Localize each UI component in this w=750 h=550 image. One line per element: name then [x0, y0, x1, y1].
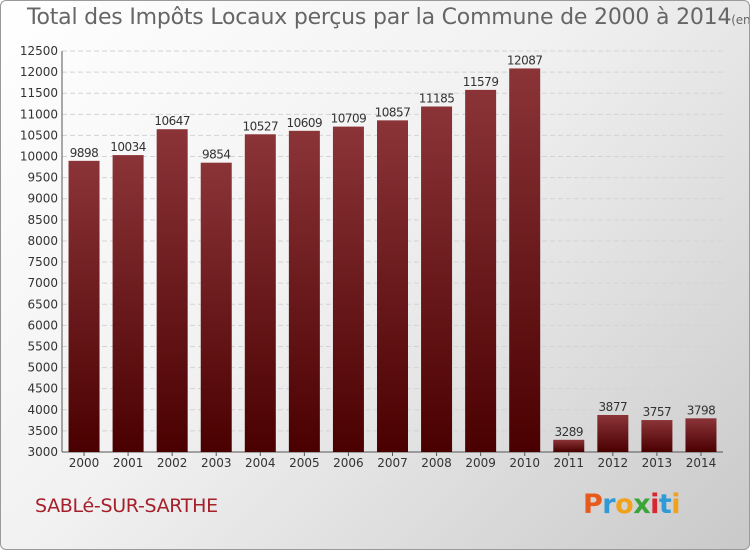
logo-letter: P: [583, 489, 603, 520]
y-tick-label: 6000: [27, 318, 58, 332]
x-tick-label: 2003: [201, 456, 232, 470]
x-tick-label: 2001: [113, 456, 144, 470]
y-tick-label: 12500: [20, 44, 58, 58]
logo-letter: i: [671, 489, 681, 520]
y-tick-label: 10500: [20, 128, 58, 142]
data-label-2006: 10709: [331, 112, 367, 126]
data-label-2001: 10034: [110, 140, 146, 154]
y-tick-label: 10000: [20, 150, 58, 164]
bar-2013: [641, 420, 673, 452]
data-label-2010: 12087: [507, 53, 543, 67]
chart-title-text: Total des Impôts Locaux perçus par la Co…: [27, 5, 732, 30]
bar-2007: [377, 120, 408, 452]
x-tick-labels: 2000 2001 2002 2003 2004 2005 2006 2007 2008 2009…: [69, 456, 716, 470]
logo-letter: r: [602, 489, 616, 520]
proxiti-logo: Proxiti: [583, 489, 681, 520]
y-tick-label: 11500: [20, 86, 58, 100]
x-tick-label: 2014: [686, 456, 717, 470]
logo-letter: i: [650, 489, 659, 520]
x-tick-label: 2012: [598, 456, 629, 470]
data-label-2012: 3877: [599, 400, 628, 414]
y-tick-label: 6500: [27, 297, 58, 311]
bar-2010: [509, 68, 541, 452]
y-tick-label: 11000: [20, 107, 58, 121]
bar-2008: [421, 106, 453, 453]
x-tick-label: 2000: [69, 456, 100, 470]
x-tick-label: 2013: [642, 456, 673, 470]
data-label-2009: 11579: [463, 75, 499, 89]
chart-title-unit: (en milliers d'€): [731, 13, 750, 27]
y-tick-label: 9500: [27, 171, 58, 185]
data-label-2004: 10527: [242, 119, 278, 133]
x-tick-label: 2006: [333, 456, 364, 470]
y-tick-label: 3000: [27, 445, 58, 459]
logo-letter: t: [658, 489, 672, 520]
y-tick-label: 9000: [27, 192, 58, 206]
x-tick-label: 2004: [245, 456, 276, 470]
y-tick-label: 12000: [20, 65, 58, 79]
data-label-2007: 10857: [375, 105, 411, 119]
y-tick-label: 7000: [27, 276, 58, 290]
data-label-2013: 3757: [643, 405, 672, 419]
data-label-2000: 9898: [70, 146, 99, 160]
logo-letter: o: [615, 489, 634, 520]
y-tick-label: 4500: [27, 382, 58, 396]
bar-2005: [288, 130, 320, 452]
commune-name: SABLé-SUR-SARTHE: [35, 495, 218, 517]
bar-2006: [332, 126, 364, 452]
y-tick-label: 7500: [27, 255, 58, 269]
data-label-2011: 3289: [554, 425, 583, 439]
data-label-2005: 10609: [287, 116, 323, 130]
x-tick-label: 2005: [289, 456, 320, 470]
bar-2004: [244, 134, 276, 452]
bar-2009: [465, 89, 497, 453]
bar-2003: [200, 162, 232, 452]
bar-2011: [553, 439, 585, 452]
x-tick-label: 2007: [377, 456, 408, 470]
bar-2012: [597, 414, 629, 452]
x-tick-label: 2009: [465, 456, 496, 470]
x-tick-label: 2002: [157, 456, 188, 470]
y-tick-label: 8500: [27, 213, 58, 227]
bar-2001: [112, 155, 144, 452]
y-tick-label: 4000: [27, 403, 58, 417]
x-tick-label: 2011: [553, 456, 584, 470]
bar-2002: [156, 129, 188, 452]
data-label-2003: 9854: [202, 148, 231, 162]
bars: [68, 68, 717, 453]
data-labels: 9898 10034 10647 9854 10527 10609 10709 10857 11…: [70, 53, 716, 439]
x-tick-label: 2010: [509, 456, 540, 470]
data-label-2008: 11185: [419, 92, 455, 106]
y-tick-label: 5000: [27, 361, 58, 375]
data-label-2002: 10647: [154, 114, 190, 128]
x-tick-label: 2008: [421, 456, 452, 470]
y-tick-labels: 3000 3500 4000 4500 5000 5500 6000 6500 7000 7500…: [20, 44, 58, 459]
y-tick-label: 3500: [27, 424, 58, 438]
bar-2000: [68, 160, 100, 452]
data-label-2014: 3798: [687, 403, 716, 417]
bar-2014: [685, 418, 717, 452]
chart-title: Total des Impôts Locaux perçus par la Co…: [27, 5, 750, 30]
y-tick-label: 5500: [27, 339, 58, 353]
y-tick-label: 8000: [27, 234, 58, 248]
logo-letter: x: [633, 489, 651, 520]
